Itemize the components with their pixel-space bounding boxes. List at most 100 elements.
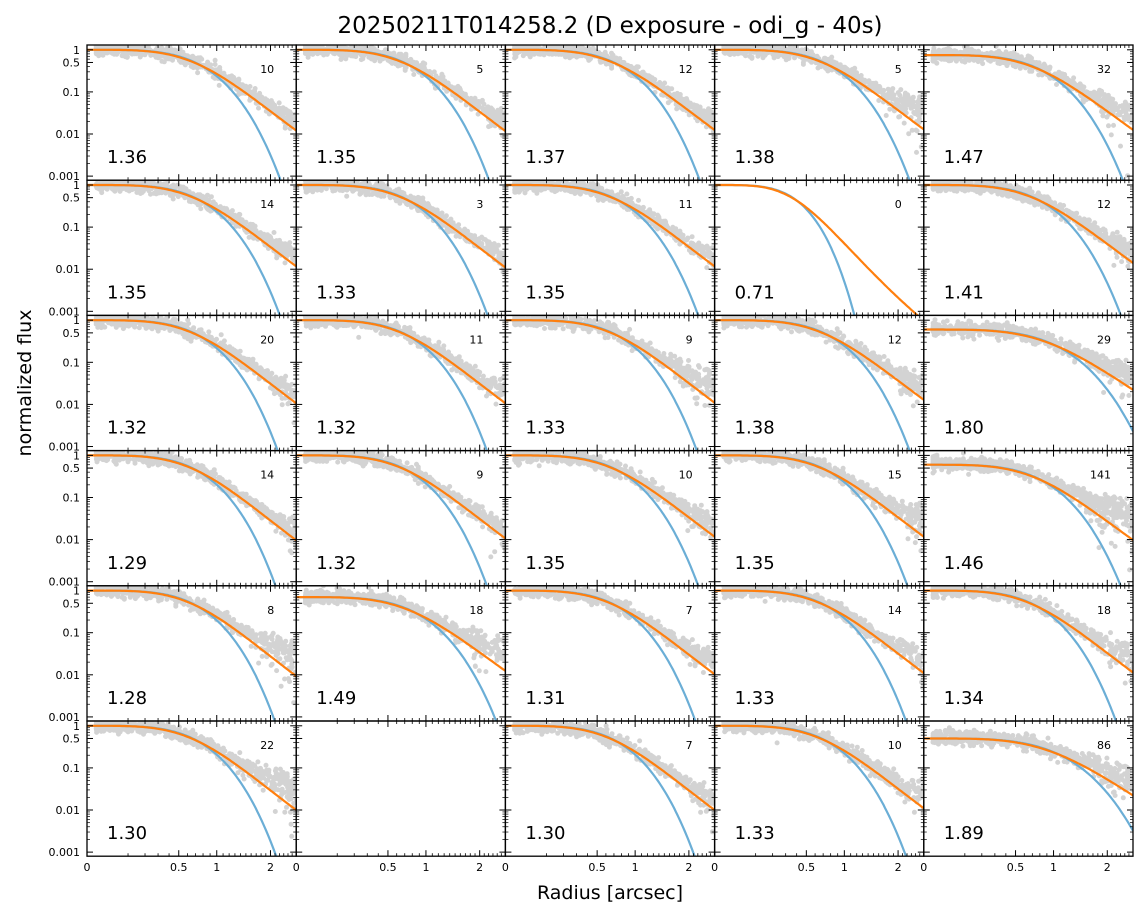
fwhm-value: 1.32	[316, 553, 356, 574]
x-tick-label: 0	[84, 861, 91, 874]
moffat-fit-curve	[296, 48, 506, 132]
fwhm-value: 1.80	[944, 418, 984, 439]
data-points	[721, 721, 924, 815]
fwhm-value: 1.49	[316, 688, 356, 709]
psf-panel: 0 0.5 1 2 1.89 86	[920, 720, 1134, 874]
star-count: 32	[1097, 63, 1111, 76]
data-points	[302, 180, 506, 276]
x-tick-label: 1	[632, 861, 639, 874]
moffat-fit-curve	[505, 724, 715, 811]
data-points	[721, 315, 924, 409]
moffat-fit-curve	[923, 183, 1133, 264]
psf-panel: 1.41 12	[923, 179, 1134, 317]
x-tick-label: 0	[711, 861, 718, 874]
fwhm-value: 1.36	[107, 147, 147, 168]
y-tick-label: 0.01	[56, 263, 81, 276]
fwhm-value: 1.32	[316, 418, 356, 439]
star-count: 18	[1097, 604, 1111, 617]
moffat-fit-curve	[87, 724, 297, 811]
star-count: 14	[260, 469, 274, 482]
fwhm-value: 0.71	[735, 282, 775, 303]
moffat-fit-curve	[714, 589, 924, 674]
psf-panel: 10.5 0.1 0.01 0.001 1.28 8	[49, 585, 297, 724]
star-count: 10	[260, 63, 274, 76]
psf-panel: 1.38 12	[713, 314, 925, 452]
data-points	[302, 315, 506, 407]
y-tick-label: 0.5	[63, 56, 81, 69]
fwhm-value: 1.34	[944, 688, 984, 709]
gaussian-fit-curve	[714, 183, 856, 316]
y-tick-label: 0.1	[63, 356, 81, 369]
data-points	[302, 450, 506, 560]
psf-panel: 1.47 32	[923, 44, 1134, 181]
x-tick-label: 1	[213, 861, 220, 874]
y-tick-label: 1	[73, 314, 80, 327]
y-tick-label: 0.001	[49, 170, 81, 183]
star-count: 5	[476, 63, 483, 76]
x-tick-label: 0	[502, 861, 509, 874]
fwhm-value: 1.38	[735, 418, 775, 439]
moffat-fit-curve	[87, 589, 297, 677]
fwhm-value: 1.33	[316, 282, 356, 303]
psf-panel: 1.33 14	[713, 585, 925, 722]
fwhm-value: 1.35	[735, 553, 775, 574]
psf-panel: 0.71 0	[713, 179, 925, 317]
y-tick-label: 0.5	[63, 192, 81, 205]
panel-grid: 10.50.10.010.0011.36101.3551.37121.3851.…	[49, 44, 1134, 874]
data-points	[930, 585, 1133, 686]
data-points	[93, 180, 297, 267]
psf-panel: 1.32 11	[295, 314, 507, 452]
fwhm-value: 1.30	[107, 823, 147, 844]
fwhm-value: 1.28	[107, 688, 147, 709]
data-points	[93, 45, 297, 132]
psf-panel: 0 0.5 1 2 1.33 10	[711, 720, 925, 874]
y-tick-label: 0.01	[56, 398, 81, 411]
x-tick-label: 2	[685, 861, 692, 874]
star-count: 15	[888, 469, 902, 482]
fwhm-value: 1.29	[107, 553, 147, 574]
fwhm-value: 1.33	[525, 418, 565, 439]
psf-panel: 0 0.5 1 2 1.30 7	[502, 720, 716, 874]
psf-panel: 0 0.5 1 2	[293, 720, 507, 874]
moffat-fit-curve	[296, 454, 506, 540]
star-count: 7	[686, 604, 693, 617]
psf-panel: 1.34 18	[923, 585, 1134, 722]
data-points	[93, 450, 297, 556]
moffat-fit-curve	[87, 48, 297, 132]
psf-panel: 1.38 5	[713, 44, 925, 181]
fwhm-value: 1.35	[316, 147, 356, 168]
y-tick-label: 0.1	[63, 627, 81, 640]
data-points	[512, 585, 715, 675]
moffat-fit-curve	[505, 48, 715, 131]
y-tick-label: 0.01	[56, 669, 81, 682]
psf-panel: 1.35 5	[295, 44, 507, 181]
star-count: 20	[260, 333, 274, 346]
fwhm-value: 1.32	[107, 418, 147, 439]
psf-panel: 10.5 0.1 0.01 0.001 1.29 14	[49, 449, 297, 589]
star-count: 12	[679, 63, 693, 76]
x-axis-label: Radius [arcsec]	[537, 882, 683, 904]
psf-panel: 1.35 15	[713, 449, 925, 587]
star-count: 7	[686, 739, 693, 752]
psf-panel: 10.5 0.1 0.01 0.001 1.32 20	[49, 314, 297, 454]
psf-panel: 10.5 0.1 0.01 0.001 1.36 10	[49, 44, 297, 183]
psf-panel: 1.37 12	[504, 44, 716, 181]
y-tick-label: 0.001	[49, 305, 81, 318]
data-points	[721, 450, 924, 554]
fwhm-value: 1.41	[944, 282, 984, 303]
x-tick-label: 0.5	[798, 861, 816, 874]
fwhm-value: 1.46	[944, 553, 984, 574]
y-tick-label: 0.01	[56, 128, 81, 141]
x-tick-label: 0	[920, 861, 927, 874]
moffat-fit-curve	[923, 328, 1133, 391]
y-tick-label: 0.1	[63, 492, 81, 505]
data-points	[721, 45, 924, 155]
star-count: 0	[895, 198, 902, 211]
data-points	[302, 585, 506, 675]
moffat-fit-curve	[714, 454, 924, 538]
fwhm-value: 1.30	[525, 823, 565, 844]
moffat-fit-curve	[296, 319, 506, 405]
psf-panel: 1.80 29	[923, 314, 1134, 452]
moffat-fit-curve	[296, 596, 506, 672]
